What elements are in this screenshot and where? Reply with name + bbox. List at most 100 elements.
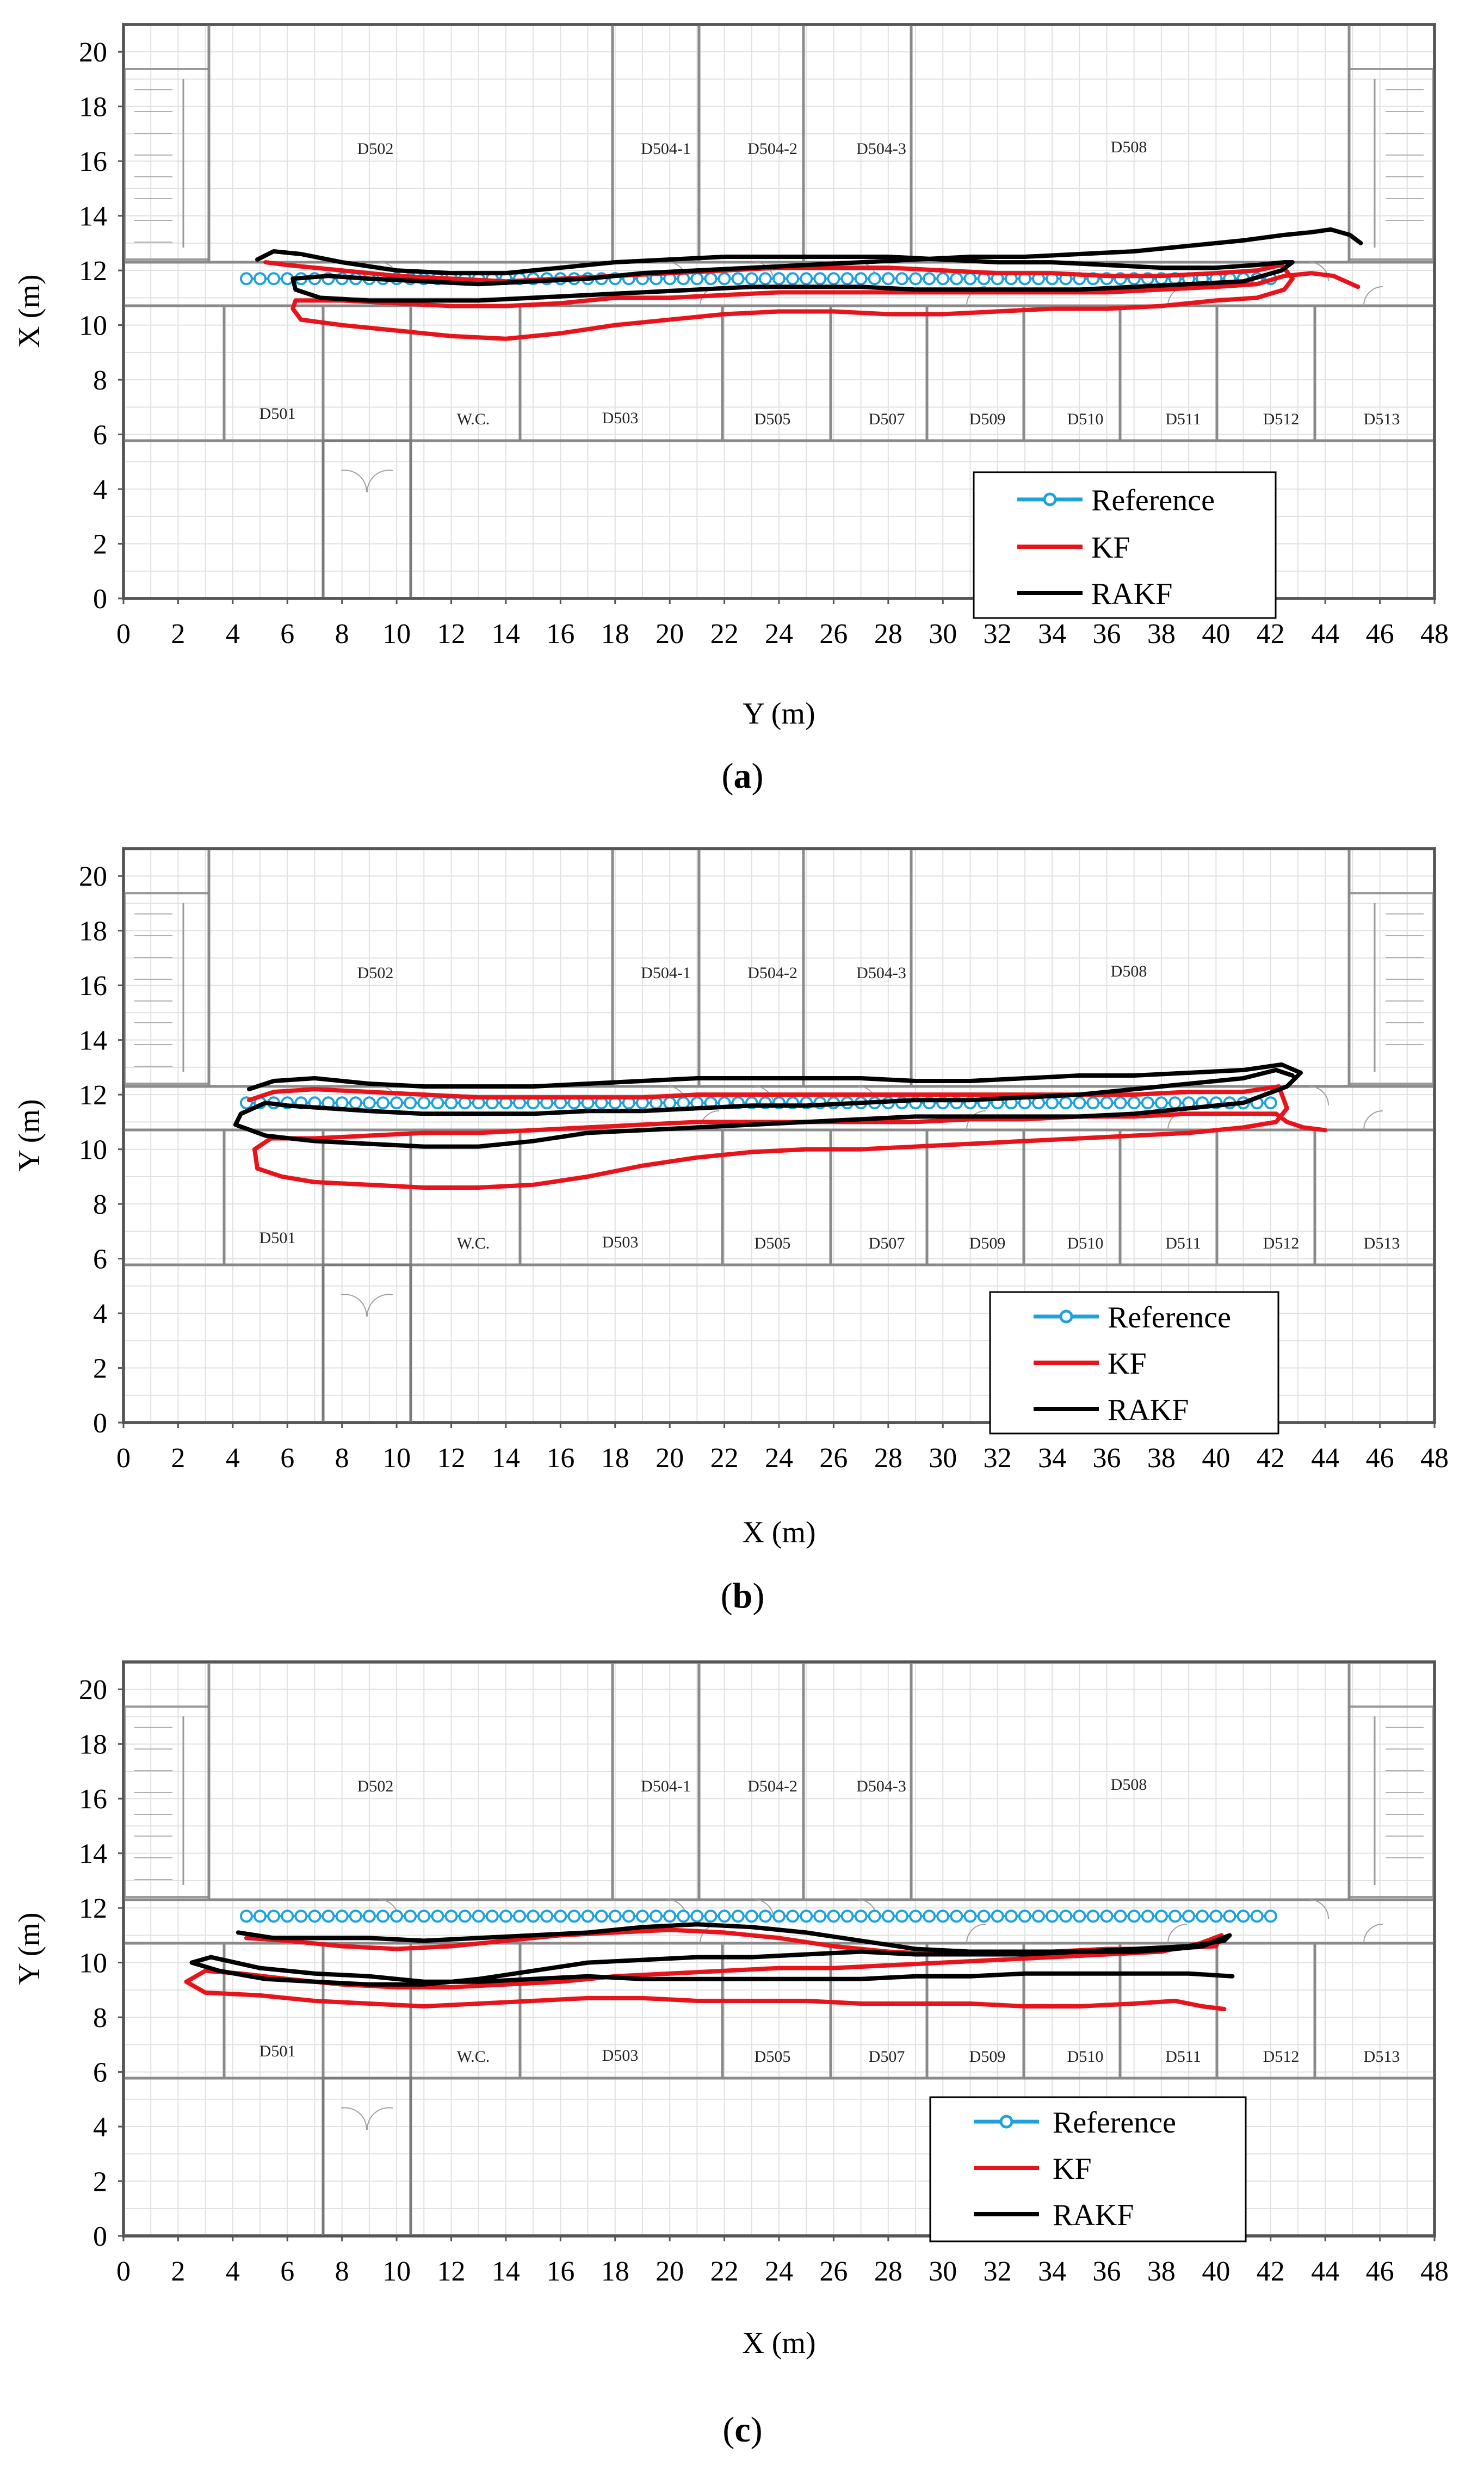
data-point-reference	[1168, 1910, 1182, 1923]
x-tick-label: 16	[546, 1443, 574, 1474]
y-tick-label: 6	[93, 2057, 107, 2088]
data-point-reference	[868, 1910, 881, 1923]
legend-label-reference-c: Reference	[1053, 2106, 1176, 2140]
room-label: D503	[602, 1233, 639, 1251]
room-label: D507	[869, 410, 905, 428]
x-tick-label: 30	[929, 619, 957, 650]
data-point-reference	[472, 1910, 485, 1923]
x-tick-label: 6	[280, 1443, 294, 1474]
data-point-reference	[581, 1910, 595, 1923]
data-point-reference	[239, 1910, 253, 1923]
data-point-reference	[513, 1910, 527, 1923]
x-tick-label: 32	[984, 1443, 1012, 1474]
legend-c: Reference KF RAKF	[929, 2096, 1247, 2242]
room-label: D513	[1364, 410, 1400, 428]
data-point-reference	[1182, 1910, 1196, 1923]
room-label: D510	[1067, 2048, 1104, 2066]
y-tick-label: 6	[93, 420, 107, 451]
data-point-reference	[595, 1910, 608, 1923]
y-tick-label: 20	[79, 37, 107, 68]
data-point-reference	[239, 272, 253, 286]
x-tick-label: 38	[1147, 1443, 1176, 1474]
data-point-reference	[431, 1910, 444, 1923]
x-tick-label: 34	[1038, 1443, 1066, 1474]
x-tick-label: 42	[1257, 2256, 1285, 2287]
legend-label-rakf-c: RAKF	[1053, 2198, 1134, 2232]
data-point-reference	[1250, 1910, 1264, 1923]
data-point-reference	[718, 272, 731, 286]
series-layer-b	[233, 1062, 1328, 1190]
x-tick-label: 30	[929, 1443, 957, 1474]
x-tick-label: 4	[226, 1443, 240, 1474]
data-point-reference	[485, 1910, 499, 1923]
x-tick-label: 8	[335, 619, 349, 650]
room-label: D508	[1111, 138, 1147, 156]
x-tick-label: 44	[1311, 2256, 1339, 2287]
data-point-reference	[308, 1910, 321, 1923]
x-tick-label: 0	[116, 619, 131, 650]
data-point-reference	[444, 1096, 458, 1110]
x-tick-label: 8	[335, 2256, 349, 2287]
y-tick-label: 0	[93, 2221, 107, 2252]
y-tick-label: 12	[79, 1080, 107, 1111]
legend-label-kf-b: KF	[1108, 1347, 1147, 1381]
y-tick-label: 4	[93, 474, 107, 505]
x-tick-label: 24	[765, 1443, 793, 1474]
y-tick-label: 0	[93, 584, 107, 615]
room-label: D501	[259, 405, 296, 423]
room-label: D504-2	[747, 964, 797, 982]
room-label: D505	[755, 410, 791, 428]
y-tick-label: 12	[79, 1893, 107, 1924]
x-tick-label: 34	[1038, 619, 1066, 650]
data-point-reference	[663, 1910, 677, 1923]
data-point-reference	[650, 1910, 663, 1923]
data-point-reference	[540, 1910, 554, 1923]
data-point-reference	[786, 1910, 800, 1923]
data-point-reference	[635, 1910, 649, 1923]
data-point-reference	[745, 272, 758, 286]
data-point-reference	[404, 1096, 417, 1110]
x-tick-label: 22	[710, 1443, 739, 1474]
x-tick-label: 36	[1093, 1443, 1121, 1474]
x-tick-label: 24	[765, 2256, 793, 2287]
data-point-reference	[294, 1910, 308, 1923]
data-point-reference	[349, 1096, 362, 1110]
caption-b: (b)	[721, 1576, 765, 1616]
data-point-reference	[1223, 1910, 1236, 1923]
room-label: D501	[259, 2042, 296, 2060]
legend-label-rakf-b: RAKF	[1108, 1393, 1189, 1427]
data-point-reference	[950, 1910, 963, 1923]
data-point-reference	[950, 272, 963, 286]
data-point-reference	[1059, 1910, 1073, 1923]
data-point-reference	[813, 1910, 827, 1923]
y-tick-label: 12	[79, 256, 107, 287]
room-label: D504-3	[856, 140, 906, 158]
data-point-reference	[1236, 1910, 1250, 1923]
legend-b: Reference KF RAKF	[989, 1291, 1279, 1435]
data-point-reference	[704, 272, 718, 286]
data-point-reference	[390, 1910, 404, 1923]
data-point-reference	[1046, 1096, 1059, 1110]
data-point-reference	[554, 1910, 567, 1923]
room-label: D504-1	[641, 964, 691, 982]
data-point-reference	[800, 272, 813, 286]
x-ticks-a: 0 2 4 6 8 10 12 14 16 18 20 22 24 26 28 30 32 34 36 38 40 42 4…	[116, 598, 1449, 650]
legend-marker-reference-c	[999, 2115, 1013, 2129]
data-point-reference	[718, 1910, 731, 1923]
x-tick-label: 4	[226, 2256, 240, 2287]
legend-marker-reference-b	[1059, 1309, 1073, 1324]
y-ticks-b: 0 2 4 6 8 10 12 14 16 18 20	[79, 861, 123, 1439]
data-point-reference	[772, 1910, 786, 1923]
data-point-reference	[267, 272, 281, 286]
room-label: D512	[1263, 2048, 1300, 2066]
x-ticks-c: 0 2 4 6 8 10 12 14 16 18 20 22 24 26 28 30 32 34 36 38 40 42 4…	[116, 2236, 1449, 2287]
x-tick-label: 42	[1257, 619, 1285, 650]
x-tick-label: 32	[984, 619, 1012, 650]
room-label: D509	[969, 410, 1006, 428]
x-tick-label: 32	[984, 2256, 1012, 2287]
data-point-reference	[690, 1910, 704, 1923]
caption-c: (c)	[722, 2410, 762, 2450]
room-label: D511	[1165, 410, 1201, 428]
data-point-reference	[977, 1910, 991, 1923]
room-label: D509	[969, 2048, 1006, 2066]
